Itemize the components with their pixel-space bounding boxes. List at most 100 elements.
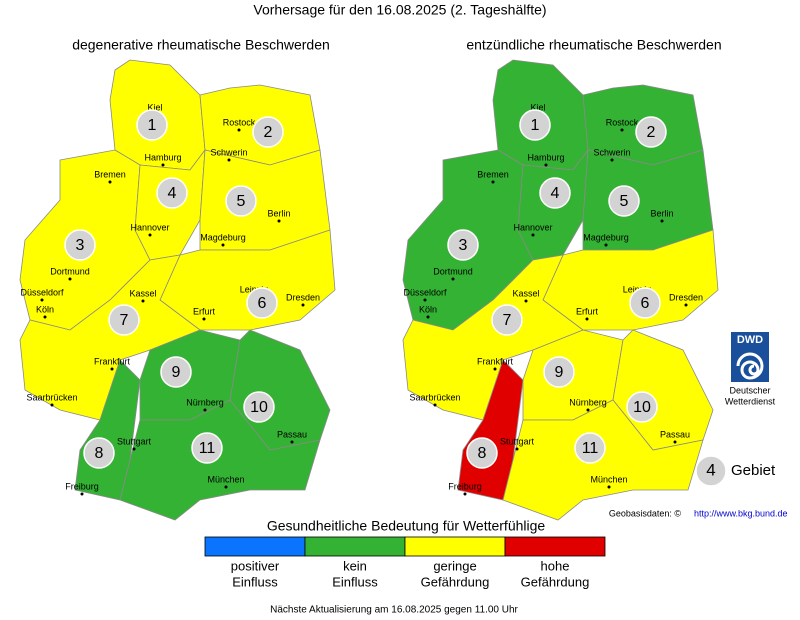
- city-label: Dresden: [286, 292, 320, 302]
- region-number: 7: [503, 312, 512, 329]
- legend-swatch: [304, 536, 406, 557]
- legend-swatch: [204, 536, 306, 557]
- region-number: 4: [551, 185, 560, 202]
- map-title: degenerative rheumatische Beschwerden: [72, 37, 330, 53]
- region-number: 6: [641, 295, 650, 312]
- city-label: Düsseldorf: [20, 287, 64, 297]
- region-number: 3: [459, 237, 468, 254]
- city-label: Hamburg: [144, 152, 181, 162]
- city-label: Passau: [277, 429, 307, 439]
- city-label: Frankfurt: [477, 356, 514, 366]
- region-number: 5: [237, 193, 246, 210]
- city-dot: [585, 317, 589, 321]
- city-dot: [80, 492, 84, 496]
- city-label: Magdeburg: [583, 232, 629, 242]
- city-dot: [451, 277, 455, 281]
- region-circle: [243, 391, 275, 423]
- city-label: Dresden: [669, 292, 703, 302]
- region-circle: [626, 391, 658, 423]
- city-label: Erfurt: [193, 306, 216, 316]
- key-number: 4: [706, 460, 715, 479]
- logo-spiral: [736, 352, 764, 380]
- city-dot: [290, 440, 294, 444]
- source-url[interactable]: http://www.bkg.bund.de: [694, 508, 788, 518]
- source-label: Geobasisdaten: ©: [609, 508, 682, 518]
- region-circle: [491, 304, 523, 336]
- region-number: 2: [264, 124, 273, 141]
- city-dot: [43, 315, 47, 319]
- city-dot: [607, 485, 611, 489]
- city-dot: [237, 128, 241, 132]
- legend-label: Einfluss: [332, 574, 378, 589]
- region-number: 11: [199, 440, 216, 457]
- city-dot: [148, 233, 152, 237]
- legend-title: Gesundheitliche Bedeutung für Wetterfühl…: [267, 518, 546, 534]
- region-number: 8: [95, 445, 104, 462]
- city-label: Dortmund: [50, 266, 90, 276]
- city-dot: [491, 180, 495, 184]
- region-circle: [64, 229, 96, 261]
- city-label: Kassel: [512, 288, 539, 298]
- city-dot: [50, 403, 54, 407]
- city-dot: [203, 408, 207, 412]
- region-circle: [160, 356, 192, 388]
- region-number: 9: [172, 364, 181, 381]
- city-dot: [433, 403, 437, 407]
- key-circle: [695, 455, 727, 487]
- region-circle: [466, 437, 498, 469]
- city-label: Dortmund: [433, 266, 473, 276]
- city-label: Frankfurt: [94, 356, 131, 366]
- city-label: Rostock: [223, 117, 256, 127]
- region-circle: [252, 116, 284, 148]
- city-label: Schwerin: [210, 147, 247, 157]
- city-dot: [620, 128, 624, 132]
- region-circle: [108, 304, 140, 336]
- region: [502, 399, 704, 521]
- city-label: Kiel: [147, 102, 162, 112]
- city-dot: [544, 163, 548, 167]
- region-number: 1: [531, 117, 540, 134]
- region-circle: [608, 185, 640, 217]
- region-circle: [447, 229, 479, 261]
- city-label: Leipzig: [623, 284, 652, 294]
- city-dot: [227, 158, 231, 162]
- city-label: Hannover: [130, 222, 169, 232]
- page-title: Vorhersage für den 16.08.2025 (2. Tagesh…: [253, 2, 546, 18]
- region-circle: [539, 177, 571, 209]
- logo-text: Deutscher: [729, 385, 770, 395]
- city-dot: [426, 315, 430, 319]
- city-dot: [515, 447, 519, 451]
- city-label: Schwerin: [593, 147, 630, 157]
- region-circle: [246, 287, 278, 319]
- city-dot: [40, 298, 44, 302]
- city-label: Rostock: [606, 117, 639, 127]
- region-circle: [225, 185, 257, 217]
- region-number: 10: [250, 399, 268, 416]
- region-number: 7: [120, 312, 129, 329]
- region: [119, 399, 321, 521]
- city-label: Erfurt: [576, 306, 599, 316]
- region-circle: [83, 437, 115, 469]
- city-label: München: [590, 474, 627, 484]
- city-label: Hamburg: [527, 152, 564, 162]
- region-number: 8: [478, 445, 487, 462]
- footer: Nächste Aktualisierung am 16.08.2025 geg…: [270, 605, 518, 616]
- region-number: 6: [258, 295, 267, 312]
- region-number: 2: [647, 124, 656, 141]
- city-dot: [110, 367, 114, 371]
- city-dot: [660, 219, 664, 223]
- city-dot: [604, 243, 608, 247]
- logo-abbr: DWD: [737, 334, 763, 346]
- city-label: Freiburg: [448, 481, 482, 491]
- legend-swatch: [504, 536, 606, 557]
- legend-label: geringe: [433, 558, 476, 573]
- region-circle: [635, 116, 667, 148]
- city-label: Magdeburg: [200, 232, 246, 242]
- city-dot: [684, 303, 688, 307]
- legend-label: Gefährdung: [521, 574, 590, 589]
- region-number: 1: [148, 117, 157, 134]
- city-dot: [610, 158, 614, 162]
- logo-text: Wetterdienst: [725, 396, 776, 406]
- city-label: Berlin: [267, 208, 290, 218]
